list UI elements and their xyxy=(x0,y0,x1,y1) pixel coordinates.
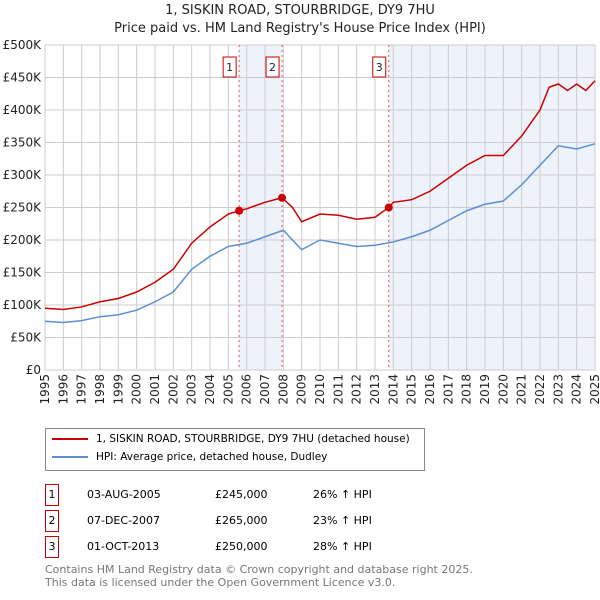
x-tick-label: 2017 xyxy=(441,374,455,405)
legend-blue-line xyxy=(52,456,88,458)
x-tick-label: 2024 xyxy=(570,374,584,405)
x-tick-label: 2013 xyxy=(368,374,382,405)
footer: Contains HM Land Registry data © Crown c… xyxy=(45,563,473,589)
x-tick-label: 2021 xyxy=(515,374,529,405)
sale-badge-label: 3 xyxy=(376,61,383,74)
series-line xyxy=(44,80,596,311)
sale-point xyxy=(235,206,244,215)
chart-title: 1, SISKIN ROAD, STOURBRIDGE, DY9 7HU xyxy=(165,3,435,18)
legend-label-property: 1, SISKIN ROAD, STOURBRIDGE, DY9 7HU (de… xyxy=(96,433,410,445)
y-tick-label: £250K xyxy=(3,201,43,215)
price-chart: £0 £50K £100K £150K £200K £250K £300K £350K £400… xyxy=(3,38,600,405)
x-tick-label: 2014 xyxy=(386,374,400,405)
legend-red-line xyxy=(52,438,88,440)
x-tick-label: 2006 xyxy=(240,374,254,405)
x-tick-label: 1999 xyxy=(111,374,125,405)
x-tick-label: 2003 xyxy=(185,374,199,405)
x-tick-label: 2011 xyxy=(331,374,345,405)
x-tick-label: 2002 xyxy=(166,374,180,405)
x-tick-label: 2001 xyxy=(148,374,162,405)
sale-row: 3 01-OCT-2013 £250,000 28% ↑ HPI xyxy=(45,536,445,558)
sale-badge-box xyxy=(372,56,387,78)
y-tick-label: £350K xyxy=(3,136,43,150)
y-tick-label: £450K xyxy=(3,71,43,85)
sale-date: 01-OCT-2013 xyxy=(87,540,160,553)
y-tick-label: £50K xyxy=(10,331,42,345)
sale-point xyxy=(278,193,287,202)
chart-subtitle: Price paid vs. HM Land Registry's House … xyxy=(114,21,486,36)
y-tick-label: £500K xyxy=(3,38,43,52)
series-line xyxy=(44,143,596,324)
x-tick-label: 1996 xyxy=(56,374,70,405)
x-tick-label: 2016 xyxy=(423,374,437,405)
sale-price: £250,000 xyxy=(215,540,268,553)
x-tick-label: 2010 xyxy=(313,374,327,405)
sale-row: 2 07-DEC-2007 £265,000 23% ↑ HPI xyxy=(45,510,445,532)
sale-date: 07-DEC-2007 xyxy=(87,514,161,527)
x-tick-label: 2023 xyxy=(551,374,565,405)
sale-number: 2 xyxy=(45,510,59,532)
sale-badge-box xyxy=(222,56,237,78)
sale-date: 03-AUG-2005 xyxy=(87,488,161,501)
x-tick-label: 2005 xyxy=(221,374,235,405)
x-tick-label: 2025 xyxy=(588,374,600,405)
legend-label-hpi: HPI: Average price, detached house, Dudl… xyxy=(96,451,328,463)
sale-hpi-change: 28% ↑ HPI xyxy=(313,540,372,553)
footer-line-2: This data is licensed under the Open Gov… xyxy=(45,576,396,589)
x-tick-label: 2019 xyxy=(478,374,492,405)
legend: 1, SISKIN ROAD, STOURBRIDGE, DY9 7HU (de… xyxy=(45,428,425,471)
x-tick-label: 1997 xyxy=(75,374,89,405)
x-tick-label: 1998 xyxy=(93,374,107,405)
sale-row: 1 03-AUG-2005 £245,000 26% ↑ HPI xyxy=(45,484,445,506)
sale-number: 3 xyxy=(45,536,59,558)
x-tick-label: 2000 xyxy=(130,374,144,405)
x-tick-label: 2012 xyxy=(350,374,364,405)
sale-price: £265,000 xyxy=(215,514,268,527)
sale-number: 1 xyxy=(45,484,59,506)
y-tick-label: £400K xyxy=(3,103,43,117)
y-tick-label: £200K xyxy=(3,233,43,247)
x-tick-label: 2020 xyxy=(496,374,510,405)
x-tick-label: 2004 xyxy=(203,374,217,405)
x-tick-label: 2007 xyxy=(258,374,272,405)
x-tick-label: 2009 xyxy=(295,374,309,405)
sale-point xyxy=(384,203,393,212)
y-tick-label: £0 xyxy=(26,363,41,377)
footer-line-1: Contains HM Land Registry data © Crown c… xyxy=(45,563,473,576)
sale-badge-label: 2 xyxy=(269,61,276,74)
x-tick-label: 2008 xyxy=(276,374,290,405)
y-tick-label: £100K xyxy=(3,298,43,312)
sale-hpi-change: 23% ↑ HPI xyxy=(313,514,372,527)
y-tick-label: £150K xyxy=(3,266,43,280)
sale-hpi-change: 26% ↑ HPI xyxy=(313,488,372,501)
x-tick-label: 2018 xyxy=(460,374,474,405)
x-tick-label: 2015 xyxy=(405,374,419,405)
sale-badge-label: 1 xyxy=(226,61,233,74)
x-tick-label: 1995 xyxy=(38,374,52,405)
sale-price: £245,000 xyxy=(215,488,268,501)
y-tick-label: £300K xyxy=(3,168,43,182)
sale-badge-box xyxy=(265,56,280,78)
x-tick-label: 2022 xyxy=(533,374,547,405)
